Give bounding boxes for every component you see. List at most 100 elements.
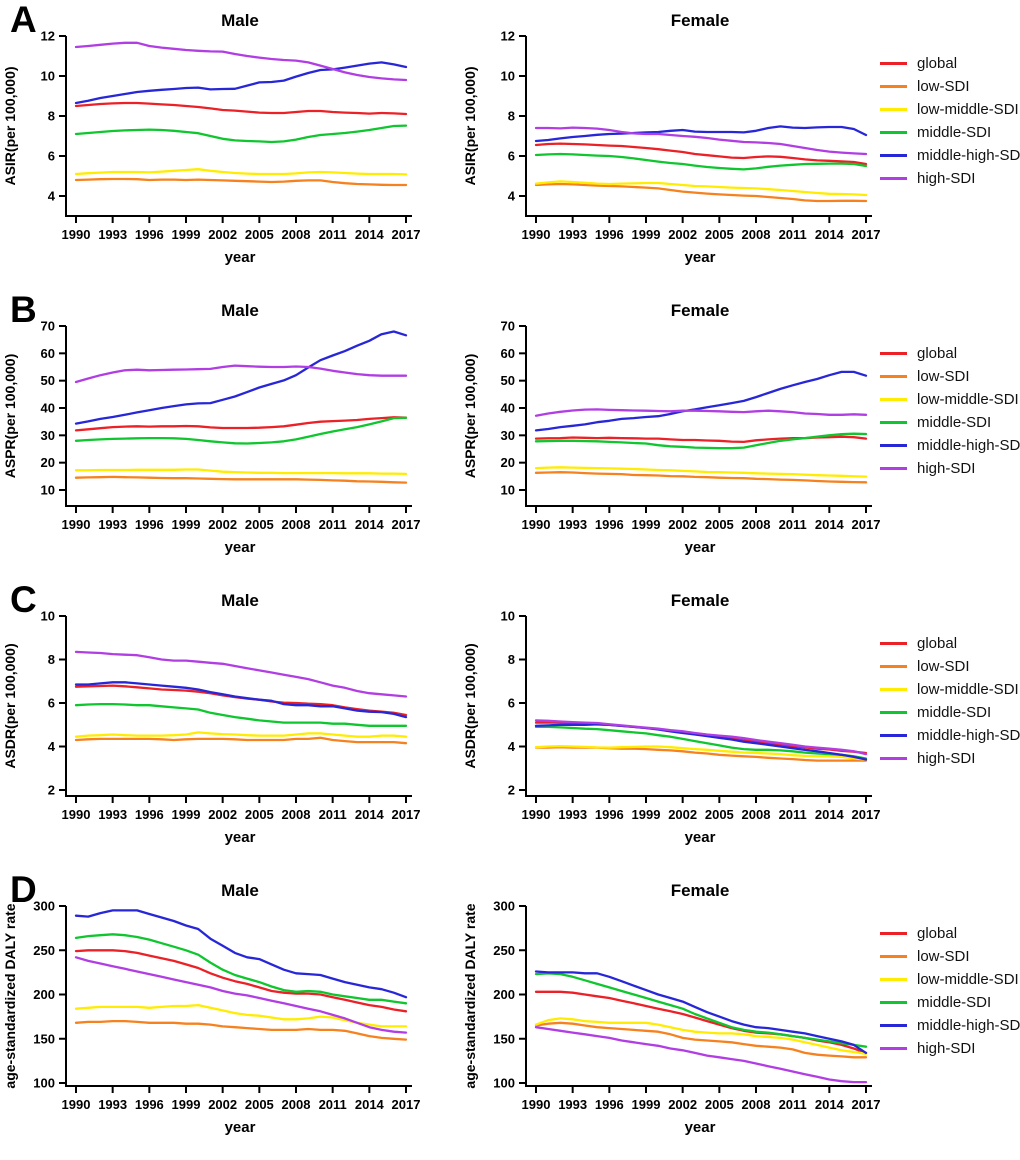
y-tick-label: 40 — [501, 401, 515, 416]
series-low-SDI — [74, 736, 408, 745]
legend-label: global — [917, 55, 958, 72]
x-tick-label: 1996 — [135, 1097, 164, 1112]
chart-title: Female — [671, 11, 730, 30]
series-high-SDI — [534, 719, 868, 756]
legend-label: global — [917, 925, 958, 942]
x-tick-label: 2011 — [779, 1097, 807, 1112]
series-middle-SDI — [534, 972, 868, 1048]
y-tick-label: 10 — [41, 69, 55, 84]
panel-letter-C: C — [10, 579, 37, 620]
legend-swatch-global — [880, 352, 907, 355]
panel-row-C: C Male ASDR(per 100,000) 2 4 6 8 10 1990 1993 199… — [0, 579, 1020, 870]
y-tick-label: 6 — [508, 696, 515, 711]
legend-item-middle-high-SDI: middle-high-SDI — [880, 724, 1020, 747]
x-tick-label: 2005 — [705, 227, 734, 242]
x-tick-label: 1993 — [98, 1097, 127, 1112]
legend-label: middle-high-SDI — [917, 147, 1020, 164]
y-tick-label: 2 — [48, 783, 55, 798]
x-tick-label: 2014 — [815, 517, 845, 532]
series-middle-SDI — [534, 152, 868, 171]
series-low-middle-SDI — [74, 168, 408, 176]
y-tick-label: 8 — [508, 109, 515, 124]
legend-swatch-middle-SDI — [880, 131, 907, 134]
legend-label: low-SDI — [917, 658, 970, 675]
legend-swatch-middle-SDI — [880, 421, 907, 424]
y-tick-label: 50 — [41, 373, 55, 388]
series-middle-high-SDI — [534, 370, 868, 432]
x-tick-label: 2017 — [392, 227, 420, 242]
y-tick-label: 100 — [33, 1076, 55, 1091]
x-tick-label: 2017 — [392, 1097, 420, 1112]
legend-swatch-low-middle-SDI — [880, 398, 907, 401]
series-middle-SDI — [534, 725, 868, 760]
x-tick-label: 2017 — [852, 1097, 880, 1112]
legend-item-global: global — [880, 342, 1020, 365]
y-tick-label: 40 — [41, 401, 55, 416]
x-tick-label: 2005 — [705, 517, 734, 532]
legend-item-middle-high-SDI: middle-high-SDI — [880, 434, 1020, 457]
chart-C-female: Female ASDR(per 100,000) 2 4 6 8 10 1990 1993 199… — [460, 582, 880, 862]
legend-item-global: global — [880, 922, 1020, 945]
axes — [525, 616, 872, 797]
y-tick-label: 200 — [493, 987, 515, 1002]
x-tick-label: 2008 — [742, 517, 771, 532]
x-tick-label: 2014 — [355, 807, 385, 822]
x-tick-label: 1993 — [98, 807, 127, 822]
series-middle-SDI — [74, 124, 408, 144]
chart-title: Male — [221, 881, 259, 900]
chart-svg: Male ASIR(per 100,000) 4 6 8 10 12 1990 1993 1996… — [2, 11, 420, 266]
chart-svg: Female ASPR(per 100,000) 10 20 30 40 50 60 70 199… — [462, 301, 880, 556]
panel-row-A: A Male ASIR(per 100,000) 4 6 8 10 12 1990 1993 19… — [0, 0, 1020, 290]
x-tick-label: 1993 — [558, 1097, 587, 1112]
x-axis-label: year — [225, 829, 256, 846]
series-low-SDI — [534, 182, 868, 203]
x-tick-label: 2008 — [282, 517, 311, 532]
x-tick-label: 2011 — [319, 807, 347, 822]
x-axis-label: year — [685, 539, 716, 556]
x-tick-label: 2002 — [208, 227, 237, 242]
x-tick-label: 2017 — [852, 807, 880, 822]
series-low-middle-SDI — [534, 180, 868, 197]
axes — [525, 36, 872, 217]
legend-item-high-SDI: high-SDI — [880, 1037, 1020, 1060]
x-tick-label: 2005 — [245, 807, 274, 822]
y-tick-label: 10 — [501, 483, 515, 498]
legend-label: low-SDI — [917, 368, 970, 385]
y-axis-label: ASPR(per 100,000) — [462, 354, 478, 479]
legend-swatch-low-SDI — [880, 955, 907, 958]
y-tick-label: 200 — [33, 987, 55, 1002]
x-tick-label: 2005 — [705, 1097, 734, 1112]
x-tick-label: 1990 — [522, 227, 551, 242]
x-tick-label: 1999 — [632, 517, 661, 532]
legend-D: global low-SDI low-middle-SDI middle-SDI mid… — [880, 922, 1020, 1060]
x-tick-label: 1999 — [172, 1097, 201, 1112]
series-low-middle-SDI — [74, 731, 408, 738]
series-low-middle-SDI — [534, 744, 868, 761]
y-tick-label: 10 — [501, 69, 515, 84]
series-middle-high-SDI — [534, 125, 868, 143]
legend-item-middle-SDI: middle-SDI — [880, 701, 1020, 724]
legend-item-low-middle-SDI: low-middle-SDI — [880, 968, 1020, 991]
y-axis-label: ASDR(per 100,000) — [462, 643, 478, 768]
x-tick-label: 2002 — [668, 807, 697, 822]
y-axis-label: age-standardized DALY rate — [462, 903, 478, 1088]
x-tick-label: 2002 — [668, 517, 697, 532]
y-tick-label: 6 — [48, 149, 55, 164]
legend-item-low-middle-SDI: low-middle-SDI — [880, 98, 1020, 121]
legend-item-low-middle-SDI: low-middle-SDI — [880, 678, 1020, 701]
y-tick-label: 30 — [501, 428, 515, 443]
legend-swatch-global — [880, 642, 907, 645]
x-tick-label: 1993 — [98, 227, 127, 242]
legend-item-middle-high-SDI: middle-high-SDI — [880, 1014, 1020, 1037]
legend-swatch-middle-high-SDI — [880, 734, 907, 737]
x-tick-label: 1996 — [595, 227, 624, 242]
y-tick-label: 4 — [48, 189, 56, 204]
axes — [525, 326, 872, 507]
y-tick-label: 70 — [41, 319, 55, 334]
x-tick-label: 1999 — [632, 227, 661, 242]
legend-item-middle-SDI: middle-SDI — [880, 991, 1020, 1014]
x-tick-label: 1996 — [135, 807, 164, 822]
y-tick-label: 10 — [41, 483, 55, 498]
x-tick-label: 2002 — [208, 807, 237, 822]
x-axis-label: year — [685, 1119, 716, 1136]
